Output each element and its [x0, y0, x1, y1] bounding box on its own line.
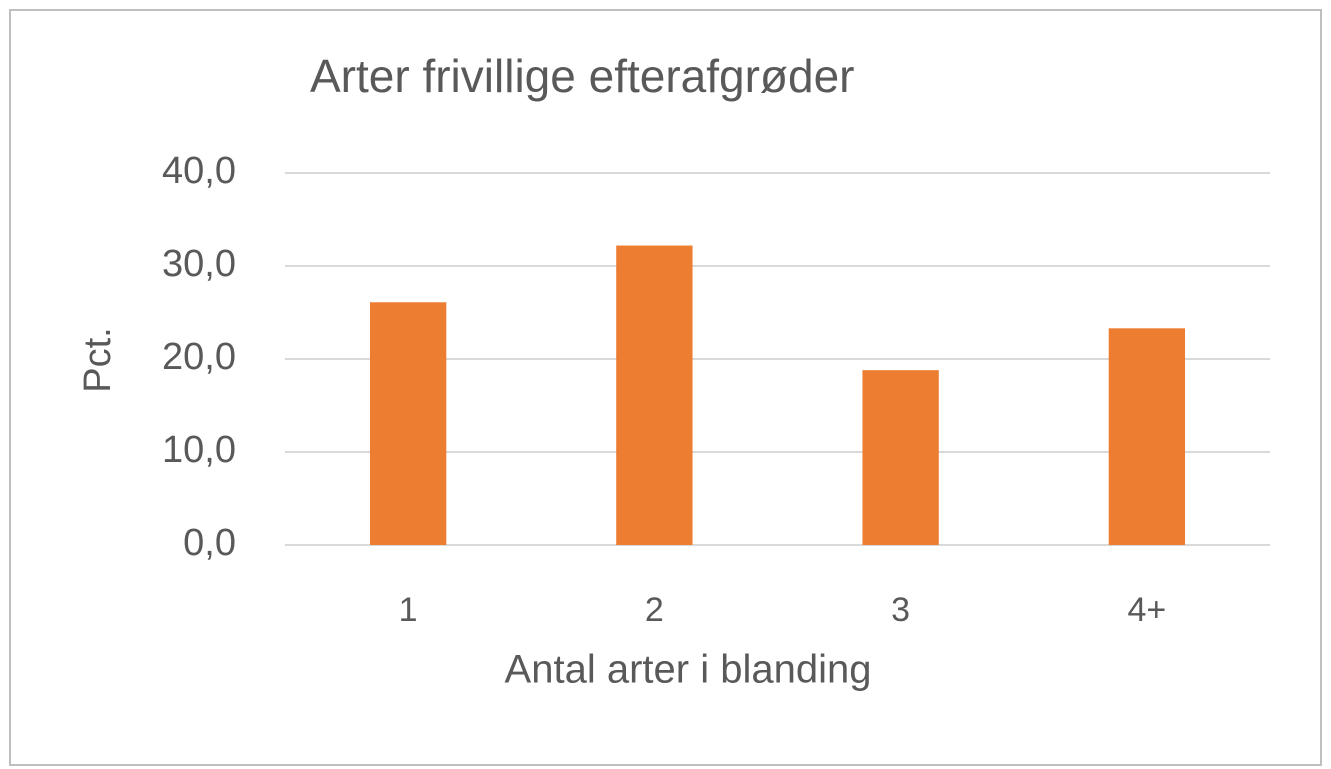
y-tick-label: 40,0: [162, 150, 236, 192]
bar: [862, 370, 939, 545]
x-tick-label: 1: [399, 591, 418, 629]
bar: [1108, 328, 1186, 545]
bar: [369, 302, 447, 545]
y-tick-label: 30,0: [162, 243, 236, 285]
y-tick-label: 20,0: [162, 336, 236, 378]
x-tick-label: 3: [891, 591, 910, 629]
y-tick-label: 0,0: [183, 522, 236, 564]
x-axis-label: Antal arter i blanding: [505, 648, 872, 692]
y-tick-label: 10,0: [162, 429, 236, 471]
chart-title: Arter frivillige efterafgrøder: [310, 50, 855, 102]
x-tick-label: 4+: [1127, 591, 1166, 629]
x-tick-label: 2: [645, 591, 664, 629]
y-axis-label: Pct.: [77, 327, 119, 392]
bar: [616, 245, 693, 546]
